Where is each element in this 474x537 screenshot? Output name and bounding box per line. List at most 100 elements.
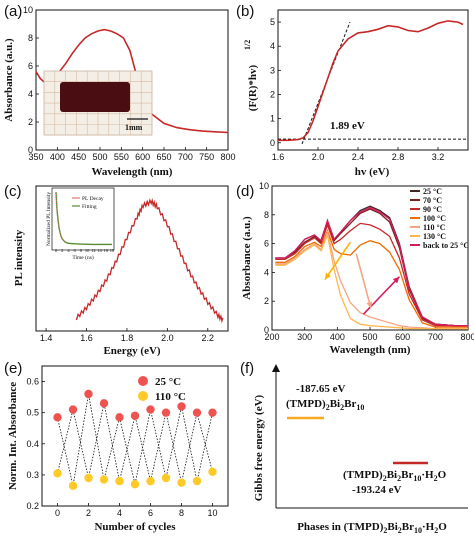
point-25c: [53, 413, 62, 422]
a-xtick-label: 400: [50, 152, 65, 162]
b-ytick-label: 1: [270, 114, 275, 124]
c-xtick-label: 1.8: [121, 333, 134, 343]
point-25c: [177, 402, 186, 411]
b-xtick-label: 2.0: [312, 152, 325, 162]
inset-ylabel: Normalized PL Intensity: [46, 192, 52, 246]
b-xtick-label: 3.2: [432, 152, 445, 162]
energy-value-anhydrous: -187.65 eV: [296, 383, 346, 395]
panel-e-ylabel: Norm. Int. Absorbance: [7, 382, 19, 490]
panel-e-plot: 0 2 4 6 8 10 0.2 0.3 0.4 0.5 0.6: [26, 377, 217, 518]
a-ytick-label: 0: [28, 145, 33, 155]
a-ytick-label: 10: [23, 5, 33, 15]
panel-c: (c) 1.4 1.6 1.8 2.0 2.2 0 2 4 6 8 10 12 14 16 18 PL D…: [4, 183, 229, 357]
d-xtick-label: 800: [460, 332, 474, 342]
point-25c: [130, 411, 140, 420]
inset-xtick-label: 8: [80, 248, 83, 253]
a-xtick-label: 700: [178, 152, 193, 162]
inset-xlabel: Time (ns): [72, 254, 94, 261]
legend-110c-marker: [138, 391, 148, 401]
e-ytick-label: 0.4: [26, 439, 39, 449]
b-ytick-label: 0: [270, 138, 275, 148]
absorbance-series: [275, 229, 468, 330]
legend-110c-label: 110 °C: [155, 391, 186, 403]
point-110c: [208, 467, 217, 476]
inset-xtick-label: 12: [91, 248, 96, 253]
a-ytick-label: 2: [28, 117, 33, 127]
panel-d-label: (d): [236, 183, 254, 200]
panel-e: (e) 0 2 4 6 8 100.20.30.40.50.6 25 °C 110 °C …: [4, 360, 229, 533]
panel-d-xlabel: Wavelength (nm): [330, 344, 411, 356]
point-25c: [192, 408, 202, 417]
panel-a-inset-photo: 1mm: [43, 70, 153, 136]
panel-a-ylabel: Absorbance (a.u.): [3, 38, 15, 122]
trend-arrow: [324, 241, 352, 281]
point-25c: [161, 408, 171, 417]
legend-fit-label: Fitting: [82, 204, 97, 210]
d-ytick-label: 0: [264, 325, 269, 335]
e-xtick-label: 10: [207, 508, 217, 518]
point-110c: [192, 476, 202, 486]
a-xtick-label: 550: [114, 152, 129, 162]
panel-c-plot: 1.4 1.6 1.8 2.0 2.2: [40, 198, 224, 343]
legend-label: 90 °C: [423, 205, 442, 214]
trend-arrow: [355, 253, 372, 309]
energy-value-hydrate: -193.24 eV: [352, 484, 402, 496]
b-ytick-label: 2: [270, 89, 275, 99]
panel-b-xlabel: hv (eV): [355, 166, 390, 178]
a-xtick-label: 750: [199, 152, 214, 162]
panel-f-label: (f): [240, 360, 254, 377]
point-110c: [115, 476, 124, 486]
pl-spectrum-curve: [75, 198, 224, 324]
point-110c: [177, 478, 186, 487]
panel-f-xlabel: Phases in (TMPD)2Bi2Br10·H2O: [297, 521, 447, 535]
a-xtick-label: 800: [220, 152, 235, 162]
d-ytick-label: 10: [259, 181, 269, 191]
panel-c-inset: 0 2 4 6 8 10 12 14 16 18 PL Decay Fitting Time (n…: [46, 187, 115, 261]
legend-25c-label: 25 °C: [155, 376, 181, 388]
d-xtick-label: 600: [395, 332, 410, 342]
panel-a-label: (a): [4, 3, 22, 20]
yaxis-arrowhead: [272, 364, 280, 372]
point-110c: [68, 481, 78, 490]
panel-e-label: (e): [4, 360, 22, 377]
d-ytick-label: 6: [264, 239, 269, 249]
e-xtick-label: 6: [148, 508, 153, 518]
trend-arrow: [362, 276, 400, 315]
point-25c: [99, 399, 109, 408]
point-110c: [146, 476, 155, 486]
panel-b-ylabel: (F(R)*hv) 1/2: [243, 40, 259, 111]
absorbance-series: [275, 206, 468, 327]
trend-arrowhead: [324, 272, 331, 280]
point-25c: [84, 389, 93, 399]
point-25c: [208, 408, 217, 417]
a-ytick-label: 6: [28, 61, 33, 71]
phase-label-anhydrous: (TMPD)2Bi2Br10: [286, 398, 364, 412]
c-xtick-label: 1.6: [80, 333, 93, 343]
inset-xtick-label: 0: [55, 248, 58, 253]
b-xtick-label: 1.6: [272, 152, 285, 162]
b-ytick-label: 4: [270, 41, 275, 51]
b-ytick-label: 5: [270, 17, 275, 27]
b-xtick-label: 2.4: [352, 152, 365, 162]
pl-decay-curve: [55, 191, 66, 243]
cycle-connector: [57, 393, 213, 486]
d-ytick-label: 2: [264, 296, 269, 306]
legend-25c-marker: [138, 376, 148, 386]
panel-f-ylabel: Gibbs free energy (eV): [253, 394, 265, 501]
e-xtick-label: 4: [117, 508, 122, 518]
e-xtick-label: 2: [86, 508, 91, 518]
legend-label: 130 °C: [423, 232, 446, 241]
point-110c: [130, 480, 140, 489]
d-ytick-label: 8: [264, 210, 269, 220]
inset-xtick-label: 2: [61, 248, 63, 253]
c-xtick-label: 2.2: [202, 333, 215, 343]
e-ytick-label: 0.5: [26, 408, 39, 418]
e-ytick-label: 0.3: [26, 470, 39, 480]
point-110c: [84, 473, 93, 483]
panel-a-xlabel: Wavelength (nm): [92, 166, 173, 178]
a-xtick-label: 450: [71, 152, 86, 162]
legend-decay-label: PL Decay: [82, 196, 104, 202]
panel-a: (a) 350 400 450 500 550 600 650 700 750 800 0 2 4 6 8 1…: [3, 3, 236, 178]
e-ytick-label: 0.2: [26, 501, 39, 511]
